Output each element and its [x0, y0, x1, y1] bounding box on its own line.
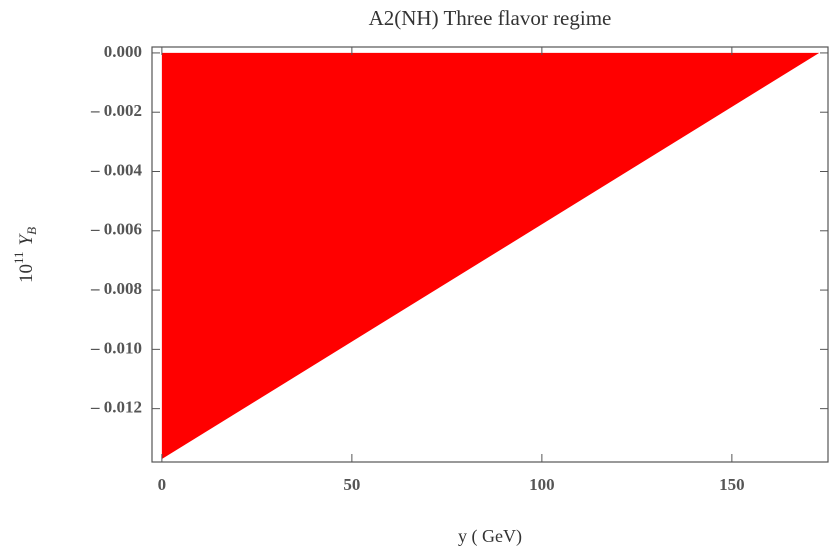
x-tick-label: 0: [158, 475, 167, 494]
chart-title: A2(NH) Three flavor regime: [369, 6, 612, 30]
y-tick-label: – 0.008: [90, 279, 142, 298]
x-tick-label: 150: [719, 475, 745, 494]
x-axis-label: y ( GeV): [458, 526, 522, 547]
y-label-subscript: B: [24, 227, 39, 235]
y-tick-label: – 0.012: [90, 398, 142, 417]
y-tick-label: – 0.006: [90, 220, 142, 239]
y-tick-label: – 0.002: [90, 101, 142, 120]
y-label-exponent: 11: [11, 252, 26, 265]
plot-frame: [151, 46, 829, 463]
y-tick-label: – 0.004: [90, 160, 143, 179]
x-tick-label: 50: [343, 475, 360, 494]
y-label-symbol: Y: [16, 233, 37, 246]
area: [161, 52, 820, 460]
y-tick-label: 0.000: [104, 42, 142, 61]
y-axis-label: 1011 YB: [11, 227, 39, 283]
x-tick-label: 100: [529, 475, 555, 494]
y-tick-label: – 0.010: [90, 338, 142, 357]
y-label-base: 10: [16, 264, 37, 283]
